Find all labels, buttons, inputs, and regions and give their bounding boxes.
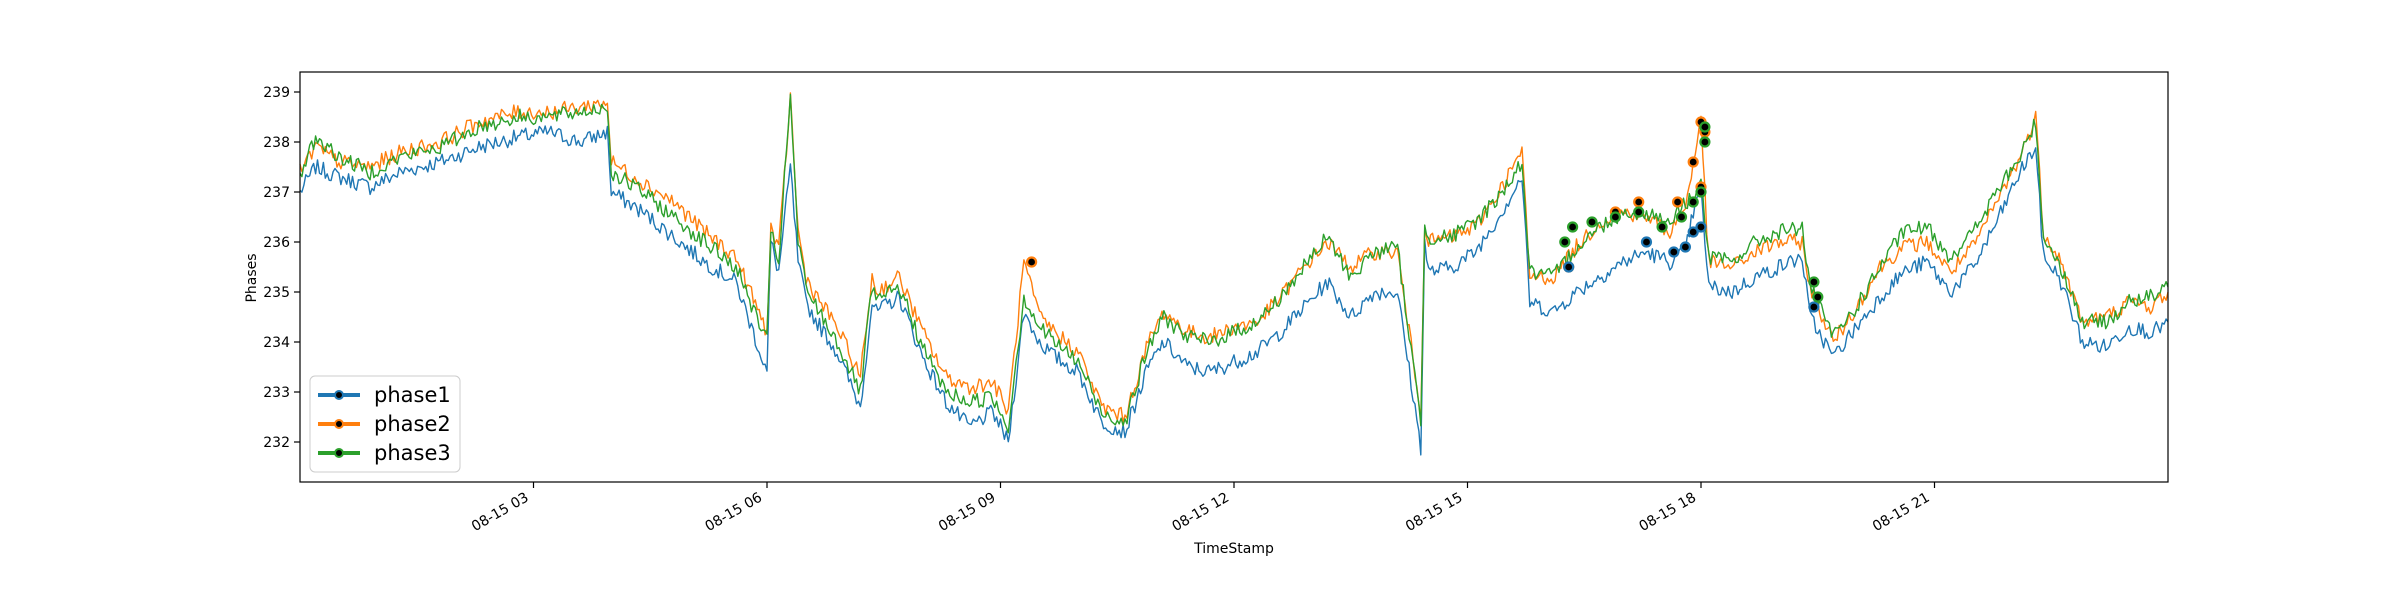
- y-axis-label: Phases: [244, 253, 260, 302]
- y-tick-label: 235: [263, 285, 290, 301]
- x-tick-label: 08-15 06: [702, 490, 765, 535]
- phase3-marker: [1699, 121, 1711, 133]
- legend: phase1 phase2 phase3: [309, 375, 461, 473]
- phase1-marker: [1687, 226, 1699, 238]
- x-tick-label: 08-15 12: [1169, 490, 1232, 535]
- phase3-marker: [1808, 276, 1820, 288]
- phase1-marker: [1695, 221, 1707, 233]
- phase3-marker: [1586, 216, 1598, 228]
- x-tick-label: 08-15 15: [1403, 490, 1466, 535]
- phase3-marker: [1566, 221, 1579, 233]
- phase2-marker: [1633, 196, 1645, 208]
- phase1-marker: [1679, 241, 1692, 253]
- x-axis-label: TimeStamp: [1193, 541, 1274, 557]
- phase2-marker: [1671, 196, 1684, 208]
- x-axis: 08-15 03 08-15 06 08-15 09 08-15 12 08-15 15…: [469, 482, 1936, 535]
- plot-area-frame: [299, 71, 2169, 483]
- y-tick-label: 237: [263, 185, 290, 201]
- legend-label-phase3: phase3: [374, 441, 451, 465]
- phase3-marker: [1609, 211, 1622, 223]
- y-tick-label: 233: [263, 385, 290, 401]
- y-axis: 232 233 234 235 236 237 238 239: [263, 85, 300, 451]
- phase3-marker: [1687, 196, 1699, 208]
- phase3-marker: [1675, 211, 1688, 223]
- phase3-marker: [1695, 186, 1707, 198]
- legend-label-phase1: phase1: [374, 383, 451, 407]
- x-tick-label: 08-15 18: [1636, 490, 1699, 535]
- legend-label-phase2: phase2: [374, 412, 451, 436]
- legend-box: [309, 375, 461, 473]
- phase3-marker: [1633, 206, 1645, 218]
- phase1-marker: [1563, 261, 1575, 273]
- y-tick-label: 238: [263, 135, 290, 151]
- y-tick-label: 239: [263, 85, 290, 101]
- x-tick-label: 08-15 09: [936, 490, 999, 535]
- y-tick-label: 232: [263, 435, 290, 451]
- x-tick-label: 08-15 03: [469, 490, 532, 535]
- phase1-marker: [1640, 236, 1653, 248]
- x-tick-label: 08-15 21: [1870, 490, 1933, 535]
- phase3-marker: [1699, 136, 1711, 148]
- phase1-marker: [1668, 246, 1680, 258]
- legend-marker-phase2: [334, 419, 344, 429]
- anomaly-marker-layer: [1025, 116, 1824, 313]
- series-layer: [299, 92, 2169, 456]
- phase3-marker: [1656, 221, 1668, 233]
- phase2-marker: [1687, 156, 1699, 168]
- phase3-marker: [1559, 236, 1571, 248]
- phase1-marker: [1808, 301, 1820, 313]
- y-tick-label: 236: [263, 235, 290, 251]
- phase2-marker: [1025, 256, 1038, 268]
- y-tick-label: 234: [263, 335, 290, 351]
- phase2-line: [299, 92, 2169, 424]
- legend-marker-phase3: [334, 448, 344, 458]
- phase3-marker: [1812, 291, 1824, 303]
- legend-marker-phase1: [334, 390, 344, 400]
- phase1-line: [299, 125, 2169, 456]
- phase3-line: [299, 93, 2169, 434]
